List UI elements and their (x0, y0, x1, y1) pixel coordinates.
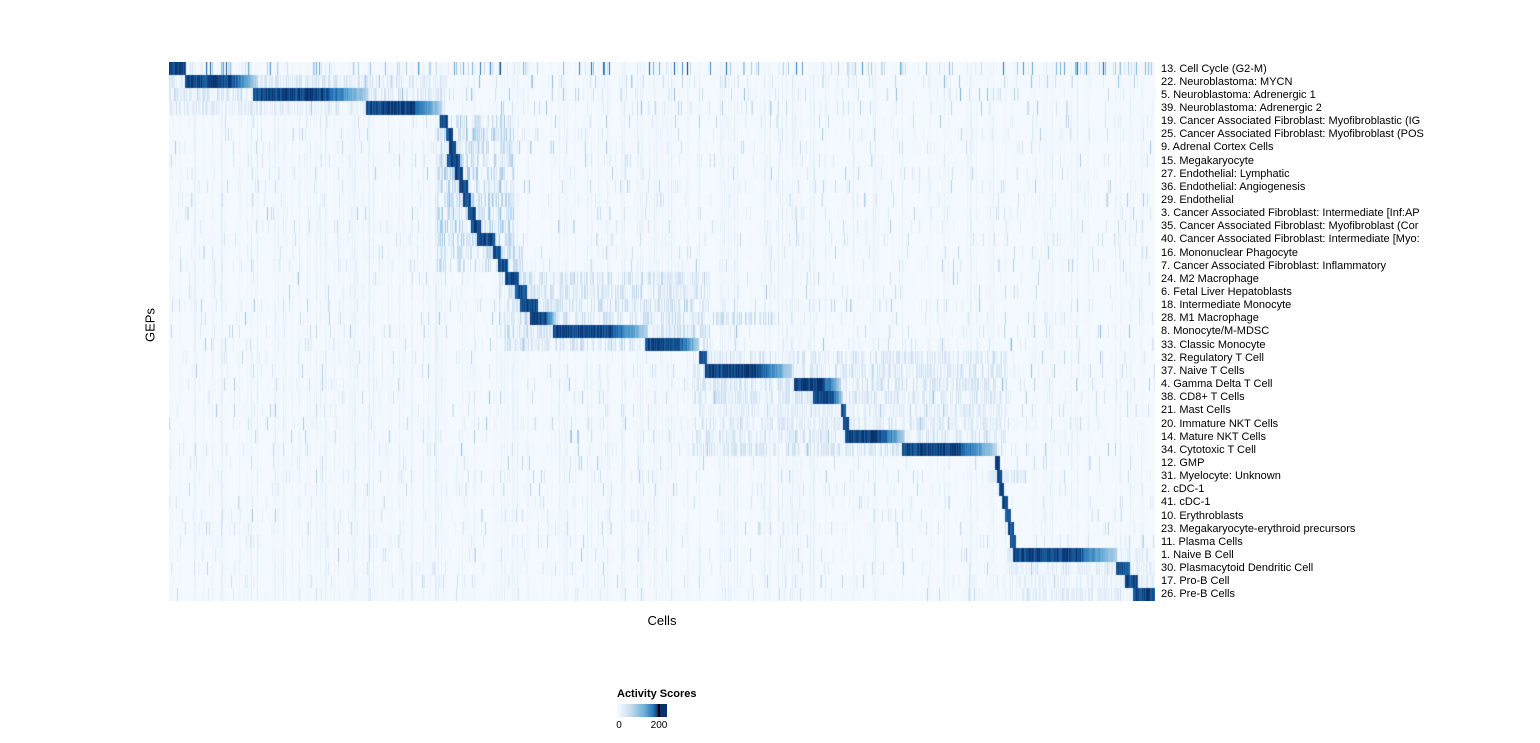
x-axis-label: Cells (647, 613, 677, 628)
row-label: 23. Megakaryocyte-erythroid precursors (1161, 522, 1356, 535)
row-label: 2. cDC-1 (1161, 483, 1205, 496)
row-label: 10. Erythroblasts (1161, 509, 1244, 522)
row-label: 28. M1 Macrophage (1161, 312, 1259, 325)
y-axis-label: GEPs (142, 308, 158, 342)
row-label: 32. Regulatory T Cell (1161, 351, 1264, 364)
row-label: 35. Cancer Associated Fibroblast: Myofib… (1161, 220, 1419, 233)
row-label: 34. Cytotoxic T Cell (1161, 443, 1256, 456)
row-label: 13. Cell Cycle (G2-M) (1161, 62, 1267, 75)
row-label: 29. Endothelial (1161, 194, 1234, 207)
row-label: 5. Neuroblastoma: Adrenergic 1 (1161, 88, 1316, 101)
row-label: 37. Naive T Cells (1161, 364, 1245, 377)
row-label: 4. Gamma Delta T Cell (1161, 378, 1273, 391)
legend-bar (617, 704, 667, 717)
row-label: 36. Endothelial: Angiogenesis (1161, 180, 1306, 193)
row-label: 11. Plasma Cells (1161, 535, 1243, 548)
row-label: 39. Neuroblastoma: Adrenergic 2 (1161, 102, 1322, 114)
legend-min-label: 0 (616, 720, 622, 731)
row-label: 24. M2 Macrophage (1161, 272, 1259, 285)
legend: Activity Scores 0 200 (616, 688, 737, 732)
row-label: 20. Immature NKT Cells (1161, 417, 1279, 430)
heatmap-canvas (169, 62, 1155, 601)
row-label: 7. Cancer Associated Fibroblast: Inflamm… (1161, 259, 1386, 272)
row-label: 15. Megakaryocyte (1161, 154, 1254, 167)
row-label: 25. Cancer Associated Fibroblast: Myofib… (1161, 128, 1424, 141)
row-label: 18. Intermediate Monocyte (1161, 299, 1292, 312)
row-label: 14. Mature NKT Cells (1161, 430, 1266, 443)
row-label: 8. Monocyte/M-MDSC (1161, 325, 1270, 338)
legend-max-label: 200 (650, 720, 668, 731)
row-label: 31. Myelocyte: Unknown (1161, 470, 1281, 483)
row-label: 26. Pre-B Cells (1161, 588, 1235, 601)
row-label: 9. Adrenal Cortex Cells (1161, 141, 1274, 154)
legend-title: Activity Scores (617, 688, 697, 700)
row-label: 40. Cancer Associated Fibroblast: Interm… (1161, 233, 1420, 246)
legend-max-tick-line (658, 704, 660, 717)
row-label: 16. Mononuclear Phagocyte (1161, 246, 1298, 259)
row-label: 27. Endothelial: Lymphatic (1161, 167, 1290, 180)
row-label: 21. Mast Cells (1161, 404, 1231, 417)
row-label: 1. Naive B Cell (1161, 548, 1234, 561)
row-labels: 13. Cell Cycle (G2-M) 22. Neuroblastoma: … (1161, 62, 1540, 601)
row-label: 33. Classic Monocyte (1161, 338, 1266, 351)
row-label: 19. Cancer Associated Fibroblast: Myofib… (1161, 115, 1421, 128)
row-label: 41. cDC-1 (1161, 496, 1211, 509)
row-label: 12. GMP (1161, 456, 1205, 469)
legend-labels: 0 200 (616, 720, 687, 732)
row-label: 3. Cancer Associated Fibroblast: Interme… (1161, 207, 1420, 220)
row-label: 6. Fetal Liver Hepatoblasts (1161, 286, 1292, 299)
row-label: 17. Pro-B Cell (1161, 575, 1230, 588)
row-label: 30. Plasmacytoid Dendritic Cell (1161, 562, 1314, 575)
row-label: 22. Neuroblastoma: MYCN (1161, 75, 1293, 88)
row-label: 38. CD8+ T Cells (1161, 391, 1245, 404)
